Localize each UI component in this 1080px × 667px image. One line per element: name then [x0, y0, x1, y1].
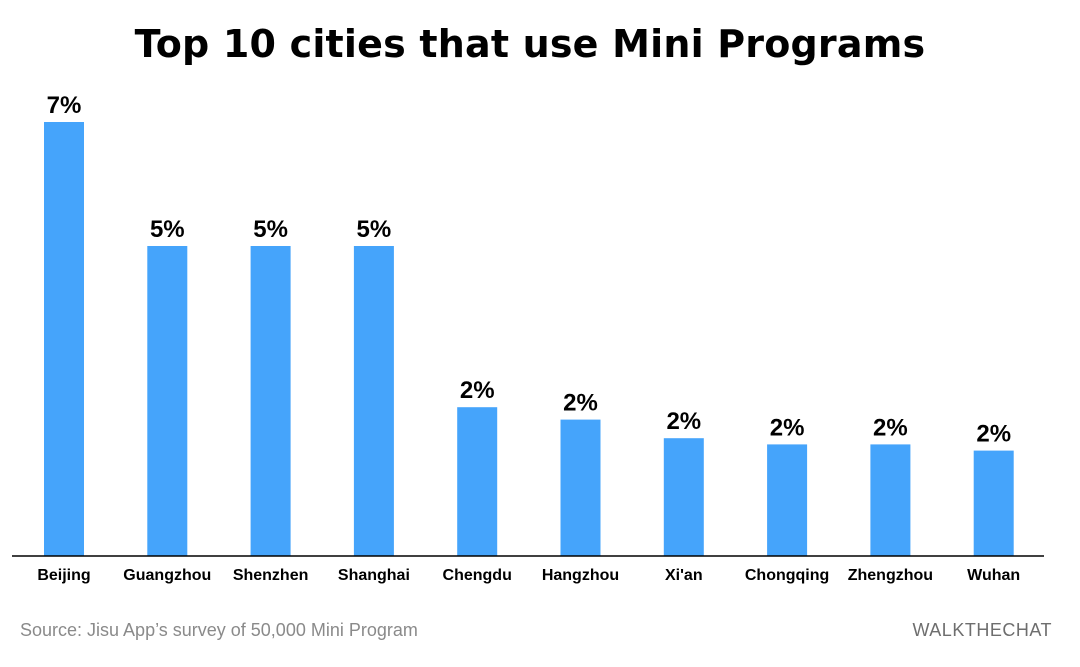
category-label-guangzhou: Guangzhou — [123, 567, 211, 584]
brand-logo-text: WALKTHECHAT — [912, 620, 1052, 640]
data-label-hangzhou: 2% — [563, 390, 598, 417]
data-label-xi-an: 2% — [666, 408, 701, 435]
category-label-xi-an: Xi'an — [665, 567, 703, 584]
bar-chongqing — [767, 444, 808, 556]
data-labels-layer: 7% 5% 5% 5% 2% 2% 2% 2% 2% 2% — [47, 92, 1011, 448]
bar-xi-an — [663, 438, 704, 556]
bars-layer — [44, 122, 1014, 556]
bar-shenzhen — [250, 246, 291, 556]
data-label-shanghai: 5% — [357, 216, 392, 243]
bar-hangzhou — [560, 419, 601, 556]
bar-chart: 7% 5% 5% 5% 2% 2% 2% 2% 2% 2% Beijing Guangzhou She… — [12, 92, 1044, 584]
category-label-beijing: Beijing — [37, 567, 90, 584]
category-label-shenzhen: Shenzhen — [233, 567, 309, 584]
category-label-chongqing: Chongqing — [745, 567, 829, 584]
category-label-chengdu: Chengdu — [443, 567, 512, 584]
data-label-wuhan: 2% — [976, 421, 1011, 448]
bar-beijing — [44, 122, 84, 556]
data-label-beijing: 7% — [47, 92, 82, 119]
data-label-chongqing: 2% — [770, 414, 805, 441]
chart-title: Top 10 cities that use Mini Programs — [134, 22, 926, 66]
data-label-guangzhou: 5% — [150, 216, 185, 243]
bar-chengdu — [457, 407, 498, 556]
category-label-wuhan: Wuhan — [967, 567, 1020, 584]
category-labels-layer: Beijing Guangzhou Shenzhen Shanghai Chengdu H… — [37, 567, 1020, 584]
data-label-chengdu: 2% — [460, 377, 495, 404]
bar-wuhan — [973, 450, 1014, 556]
source-note: Source: Jisu App’s survey of 50,000 Mini… — [20, 620, 418, 640]
category-label-zhengzhou: Zhengzhou — [848, 567, 933, 584]
bar-guangzhou — [147, 246, 188, 556]
bar-shanghai — [353, 246, 394, 556]
data-label-zhengzhou: 2% — [873, 414, 908, 441]
category-label-hangzhou: Hangzhou — [542, 567, 619, 584]
category-label-shanghai: Shanghai — [338, 567, 410, 584]
bar-zhengzhou — [870, 444, 911, 556]
data-label-shenzhen: 5% — [253, 216, 288, 243]
